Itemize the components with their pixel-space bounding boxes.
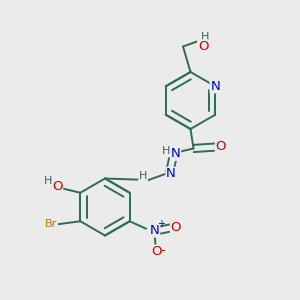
Text: H: H — [162, 146, 171, 157]
Text: H: H — [44, 176, 52, 186]
Text: N: N — [166, 167, 176, 181]
Text: +: + — [157, 219, 165, 229]
Text: N: N — [171, 147, 180, 160]
Text: Br: Br — [45, 219, 57, 229]
Text: N: N — [150, 224, 160, 237]
Text: O: O — [198, 40, 208, 53]
Text: O: O — [151, 245, 161, 258]
Text: O: O — [171, 221, 181, 234]
Text: -: - — [160, 244, 165, 257]
Text: O: O — [215, 140, 226, 154]
Text: H: H — [201, 32, 210, 43]
Text: O: O — [52, 180, 62, 193]
Text: N: N — [210, 80, 220, 93]
Text: H: H — [139, 171, 147, 182]
